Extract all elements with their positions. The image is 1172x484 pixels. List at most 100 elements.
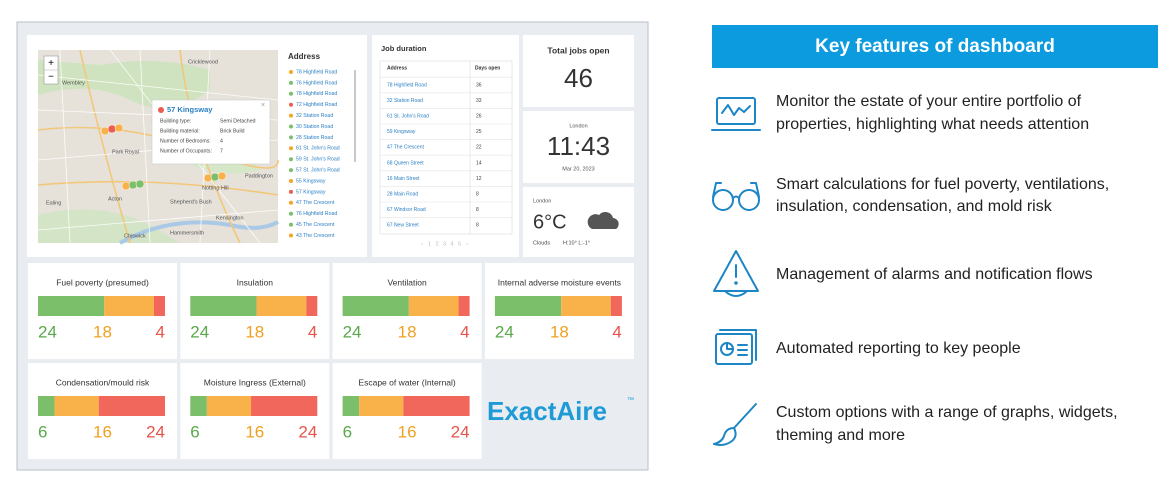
gauge-number: 4 bbox=[308, 322, 317, 341]
popup-label: Number of Bedrooms: bbox=[160, 138, 211, 144]
address-item[interactable]: 43 The Crescent bbox=[296, 233, 335, 239]
gauge-title: Insulation bbox=[237, 277, 274, 287]
address-item[interactable]: 72 Highfield Road bbox=[296, 102, 337, 108]
page-link[interactable]: 4 bbox=[450, 241, 453, 247]
map-place: Chiswick bbox=[124, 233, 146, 239]
feature-text: Smart calculations for fuel poverty, ven… bbox=[776, 176, 1109, 193]
page-link[interactable]: 5 bbox=[458, 241, 461, 247]
gauge-segment bbox=[408, 296, 459, 316]
table-address[interactable]: 28 Main Road bbox=[387, 192, 418, 198]
address-dot bbox=[289, 233, 293, 238]
address-item[interactable]: 30 Station Road bbox=[296, 124, 333, 130]
table-address[interactable]: 61 St. John's Road bbox=[387, 114, 429, 120]
gauge-segment bbox=[38, 396, 55, 416]
gauge-segment bbox=[251, 396, 318, 416]
gauge-title: Escape of water (Internal) bbox=[358, 377, 455, 387]
address-item[interactable]: 59 St. John's Road bbox=[296, 157, 340, 163]
gauge-segment bbox=[104, 296, 154, 316]
table-header: Days open bbox=[475, 65, 500, 71]
address-item[interactable]: 76 Highfield Road bbox=[296, 211, 337, 217]
feature-text: theming and more bbox=[776, 427, 905, 444]
address-item[interactable]: 55 Kingsway bbox=[296, 178, 326, 184]
table-header: Address bbox=[387, 65, 407, 71]
zoom-in[interactable]: + bbox=[48, 58, 54, 69]
table-address[interactable]: 32 Station Road bbox=[387, 98, 423, 104]
address-item[interactable]: 28 Station Road bbox=[296, 135, 333, 141]
address-item[interactable]: 47 The Crescent bbox=[296, 200, 335, 206]
table-address[interactable]: 78 Highfield Road bbox=[387, 82, 427, 88]
zoom-out[interactable]: − bbox=[48, 72, 54, 83]
job-card bbox=[372, 35, 519, 257]
page-link[interactable]: › bbox=[466, 241, 468, 247]
address-dot bbox=[289, 179, 293, 183]
table-days: 14 bbox=[476, 160, 482, 166]
table-days: 33 bbox=[476, 98, 482, 104]
gauge-number: 16 bbox=[245, 422, 264, 441]
table-address[interactable]: 59 Kingsway bbox=[387, 129, 416, 135]
clock-card bbox=[523, 111, 634, 183]
page-link[interactable]: 3 bbox=[443, 241, 446, 247]
map[interactable]: + − Wembley Cricklewood Park Royal Ealing Ac… bbox=[37, 49, 279, 245]
gauge-title: Fuel poverty (presumed) bbox=[56, 277, 149, 287]
address-dot bbox=[289, 157, 293, 162]
table-frame bbox=[379, 60, 513, 235]
gauge-title: Moisture Ingress (External) bbox=[204, 377, 306, 387]
table-address[interactable]: 16 Main Street bbox=[387, 176, 420, 182]
gauge-number: 16 bbox=[93, 422, 112, 441]
table-address[interactable]: 67 Windsor Road bbox=[387, 207, 426, 213]
address-dot bbox=[289, 80, 293, 85]
map-place: Park Royal bbox=[112, 149, 139, 155]
table-days: 8 bbox=[476, 207, 479, 213]
gauge-number: 18 bbox=[93, 322, 112, 341]
scrollbar bbox=[354, 70, 356, 162]
address-item[interactable]: 61 St. John's Road bbox=[296, 146, 340, 152]
page-link[interactable]: 2 bbox=[435, 241, 438, 247]
gauge-segment bbox=[190, 296, 257, 316]
gauge-segment bbox=[458, 296, 470, 316]
features-title: Key features of dashboard bbox=[815, 36, 1055, 57]
gauge-number: 6 bbox=[38, 422, 47, 441]
gauge-segment bbox=[342, 396, 360, 416]
address-item[interactable]: 76 Highfield Road bbox=[296, 80, 337, 86]
page-link[interactable]: 1 bbox=[428, 241, 431, 247]
map-place: Hammersmith bbox=[170, 230, 204, 236]
map-place: Cricklewood bbox=[188, 59, 218, 65]
table-address[interactable]: 68 Queen Street bbox=[387, 160, 424, 166]
logo-mark: ™ bbox=[627, 397, 634, 404]
table-days: 36 bbox=[476, 82, 482, 88]
gauge-title: Condensation/mould risk bbox=[56, 377, 150, 387]
address-item[interactable]: 78 Highfield Road bbox=[296, 69, 337, 75]
address-dot bbox=[289, 113, 293, 118]
popup-close[interactable]: × bbox=[261, 102, 265, 109]
clock-city: London bbox=[569, 123, 587, 129]
feature-text: insulation, condensation, and mold risk bbox=[776, 198, 1053, 215]
table-days: 8 bbox=[476, 192, 479, 198]
table-days: 8 bbox=[476, 223, 479, 229]
gauge-segment bbox=[342, 296, 409, 316]
address-item[interactable]: 45 The Crescent bbox=[296, 222, 335, 228]
address-item[interactable]: 32 Station Road bbox=[296, 113, 333, 119]
table-address[interactable]: 67 New Street bbox=[387, 223, 419, 229]
map-place: Ealing bbox=[46, 200, 61, 206]
address-dot bbox=[289, 168, 293, 173]
address-dot bbox=[289, 102, 293, 107]
page-link[interactable]: ‹ bbox=[421, 241, 423, 247]
weather-city: London bbox=[533, 198, 551, 204]
gauge-segment bbox=[54, 396, 99, 416]
address-item[interactable]: 57 Kingsway bbox=[296, 189, 326, 195]
address-item[interactable]: 78 Highfield Road bbox=[296, 91, 337, 97]
gauge-number: 24 bbox=[343, 322, 362, 341]
table-days: 26 bbox=[476, 114, 482, 120]
feature-text: Custom options with a range of graphs, w… bbox=[776, 404, 1118, 421]
feature-text: properties, highlighting what needs atte… bbox=[776, 116, 1089, 133]
address-dot bbox=[289, 135, 293, 140]
gauge-number: 18 bbox=[245, 322, 264, 341]
address-dot bbox=[289, 222, 293, 227]
table-address[interactable]: 47 The Crescent bbox=[387, 145, 424, 151]
clock-date: Mar 20, 2023 bbox=[562, 166, 594, 172]
popup-label: Number of Occupants: bbox=[160, 148, 212, 154]
popup-value: Brick Build bbox=[220, 128, 245, 134]
address-item[interactable]: 57 St. John's Road bbox=[296, 167, 340, 173]
